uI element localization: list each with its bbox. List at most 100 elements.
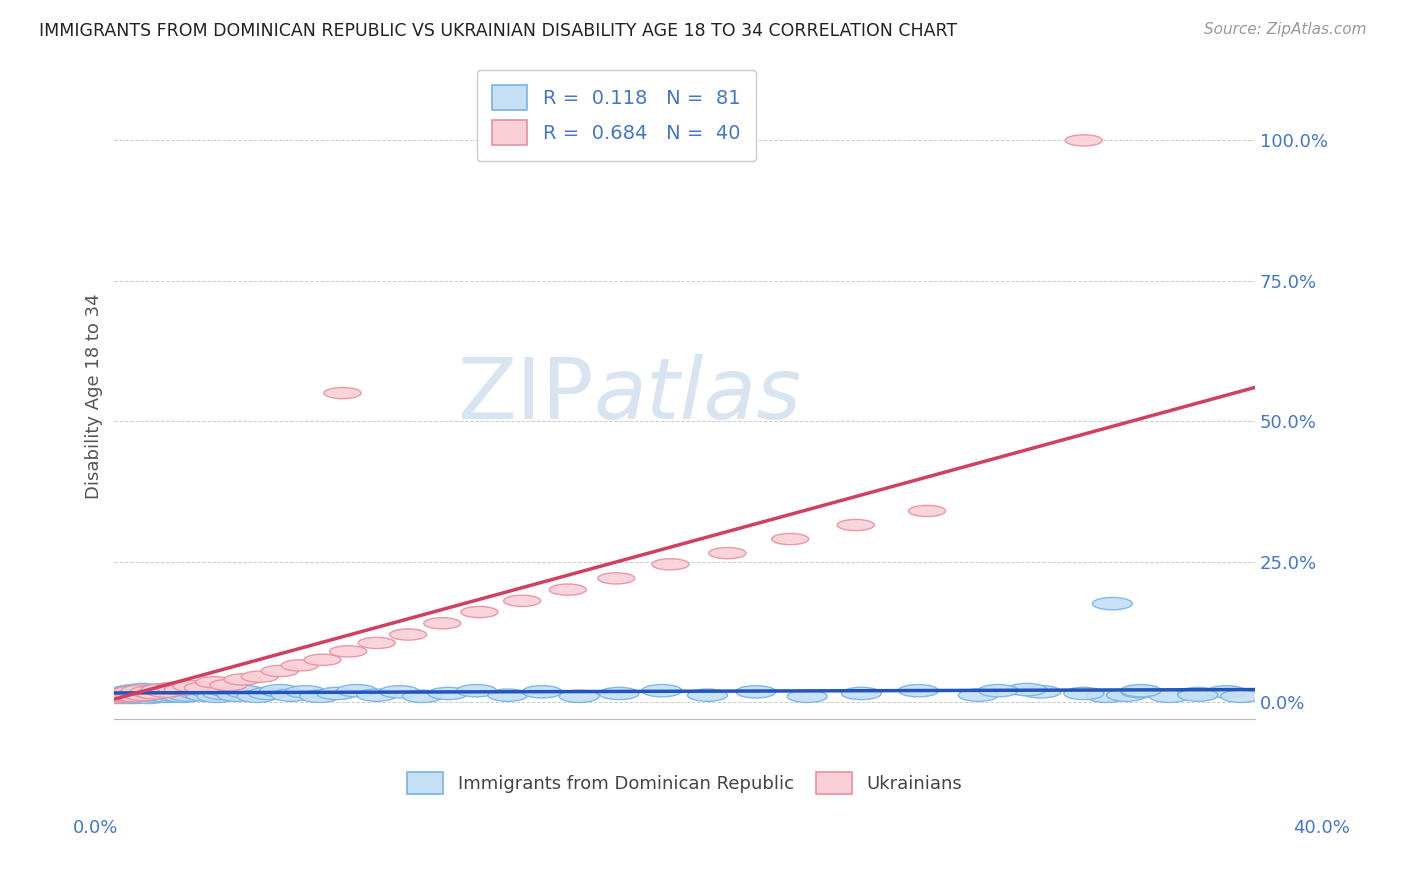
Ellipse shape — [841, 688, 882, 699]
Ellipse shape — [115, 690, 153, 702]
Ellipse shape — [173, 681, 209, 692]
Ellipse shape — [285, 686, 325, 698]
Ellipse shape — [959, 689, 998, 701]
Ellipse shape — [110, 690, 148, 701]
Ellipse shape — [262, 665, 298, 677]
Ellipse shape — [174, 684, 214, 697]
Ellipse shape — [108, 689, 149, 701]
Ellipse shape — [787, 690, 827, 703]
Ellipse shape — [129, 686, 169, 698]
Ellipse shape — [423, 617, 461, 629]
Ellipse shape — [652, 558, 689, 570]
Ellipse shape — [380, 686, 419, 698]
Ellipse shape — [105, 688, 146, 699]
Text: atlas: atlas — [593, 354, 801, 437]
Ellipse shape — [304, 654, 342, 665]
Ellipse shape — [238, 690, 277, 703]
Text: ZIP: ZIP — [457, 354, 593, 437]
Ellipse shape — [111, 688, 152, 699]
Ellipse shape — [135, 684, 174, 697]
Ellipse shape — [225, 686, 266, 698]
Ellipse shape — [1149, 690, 1189, 703]
Ellipse shape — [122, 683, 163, 696]
Ellipse shape — [169, 689, 208, 701]
Ellipse shape — [898, 684, 938, 697]
Ellipse shape — [124, 690, 162, 701]
Ellipse shape — [1092, 598, 1132, 610]
Ellipse shape — [141, 689, 180, 701]
Ellipse shape — [599, 688, 638, 699]
Ellipse shape — [152, 686, 191, 698]
Ellipse shape — [195, 677, 233, 688]
Ellipse shape — [772, 533, 808, 545]
Ellipse shape — [138, 686, 177, 698]
Y-axis label: Disability Age 18 to 34: Disability Age 18 to 34 — [86, 293, 103, 499]
Ellipse shape — [1064, 688, 1104, 699]
Ellipse shape — [107, 688, 145, 699]
Ellipse shape — [323, 387, 361, 399]
Ellipse shape — [104, 690, 142, 702]
Ellipse shape — [197, 690, 238, 703]
Ellipse shape — [522, 686, 562, 698]
Ellipse shape — [488, 689, 527, 701]
Ellipse shape — [503, 595, 541, 607]
Ellipse shape — [156, 682, 193, 693]
Ellipse shape — [329, 646, 367, 657]
Ellipse shape — [114, 684, 155, 697]
Ellipse shape — [461, 607, 498, 617]
Ellipse shape — [108, 686, 149, 698]
Ellipse shape — [260, 684, 299, 697]
Ellipse shape — [357, 689, 396, 701]
Ellipse shape — [155, 689, 194, 701]
Ellipse shape — [337, 684, 377, 697]
Ellipse shape — [1066, 135, 1102, 146]
Ellipse shape — [136, 688, 173, 699]
Ellipse shape — [208, 684, 249, 697]
Ellipse shape — [1007, 683, 1046, 696]
Ellipse shape — [166, 686, 205, 698]
Ellipse shape — [98, 692, 136, 703]
Ellipse shape — [560, 690, 599, 703]
Ellipse shape — [146, 683, 186, 696]
Ellipse shape — [281, 660, 318, 671]
Ellipse shape — [160, 688, 200, 699]
Ellipse shape — [100, 689, 141, 701]
Ellipse shape — [688, 689, 727, 701]
Ellipse shape — [117, 689, 157, 701]
Ellipse shape — [979, 684, 1018, 697]
Ellipse shape — [1121, 686, 1161, 698]
Ellipse shape — [105, 691, 146, 704]
Ellipse shape — [1121, 684, 1161, 697]
Ellipse shape — [1178, 689, 1218, 701]
Ellipse shape — [217, 689, 257, 701]
Ellipse shape — [1107, 689, 1146, 701]
Ellipse shape — [129, 691, 169, 704]
Ellipse shape — [101, 690, 139, 701]
Ellipse shape — [735, 686, 776, 698]
Ellipse shape — [148, 686, 184, 698]
Text: 0.0%: 0.0% — [73, 819, 118, 837]
Ellipse shape — [209, 680, 247, 690]
Ellipse shape — [149, 690, 188, 703]
Ellipse shape — [427, 688, 468, 699]
Text: 40.0%: 40.0% — [1294, 819, 1350, 837]
Ellipse shape — [191, 686, 232, 698]
Ellipse shape — [316, 688, 357, 699]
Ellipse shape — [1087, 690, 1126, 703]
Ellipse shape — [598, 573, 634, 584]
Ellipse shape — [389, 629, 426, 640]
Ellipse shape — [1178, 688, 1218, 699]
Ellipse shape — [299, 690, 340, 703]
Ellipse shape — [103, 690, 143, 703]
Ellipse shape — [202, 688, 243, 699]
Ellipse shape — [180, 688, 219, 699]
Ellipse shape — [112, 686, 150, 698]
Ellipse shape — [138, 690, 177, 703]
Ellipse shape — [908, 506, 945, 516]
Ellipse shape — [271, 689, 311, 701]
Ellipse shape — [184, 682, 221, 693]
Ellipse shape — [709, 548, 747, 558]
Ellipse shape — [132, 688, 172, 699]
Ellipse shape — [402, 690, 443, 703]
Ellipse shape — [1206, 686, 1246, 698]
